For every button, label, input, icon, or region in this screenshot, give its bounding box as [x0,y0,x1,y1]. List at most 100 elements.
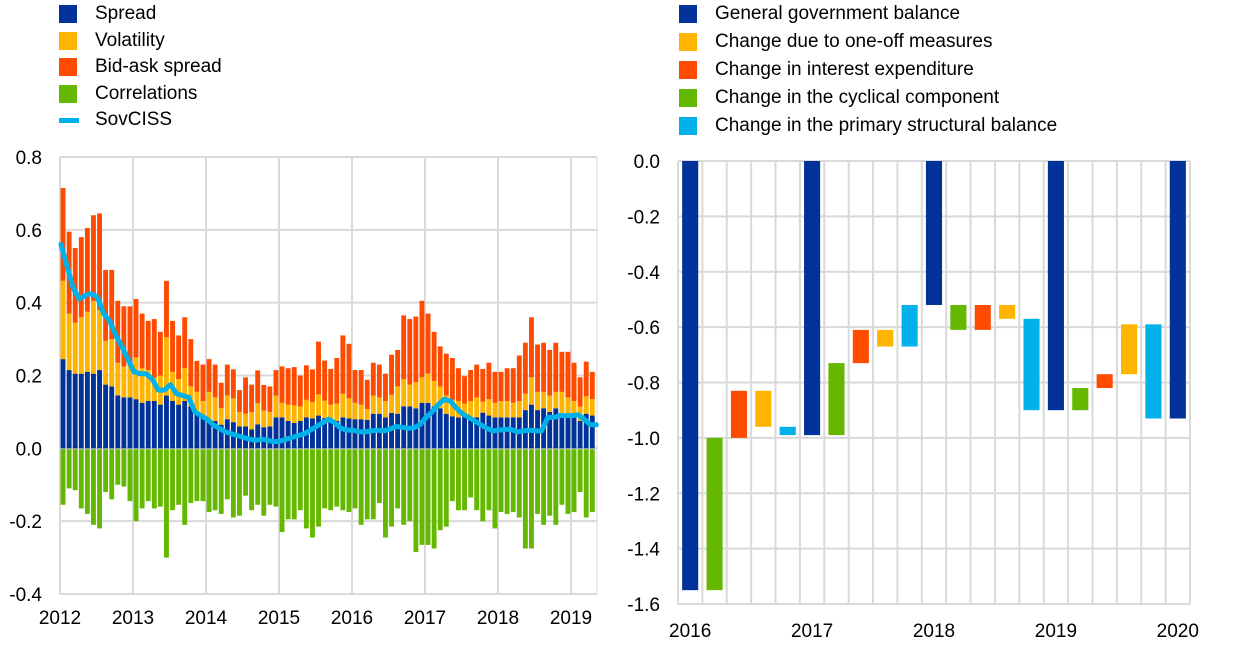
bar-bid-ask-spread [395,350,401,387]
bar-correlations [346,449,352,513]
bar-bid-ask-spread [303,365,309,400]
bar-correlations [431,449,437,549]
bar-spread [176,404,182,449]
bar-correlations [456,449,461,511]
bar-bid-ask-spread [352,370,358,403]
bar-bid-ask-spread [255,370,261,404]
bar-interest-expenditure [1096,374,1113,389]
bar-volatility [310,402,315,419]
bar-correlations [492,449,498,529]
bar-spread [206,419,212,449]
bar-correlations [243,449,248,496]
bar-volatility [492,402,498,418]
legend-item-primary-structural: Change in the primary structural balance [679,112,1057,140]
bar-spread [109,386,115,449]
bar-spread [425,402,431,449]
bar-volatility [255,403,261,425]
bar-correlations [151,449,157,509]
bar-spread [170,400,175,449]
bar-bid-ask-spread [115,300,121,363]
bar-volatility [389,394,394,414]
bar-one-off-measures [877,329,894,347]
bar-spread [565,415,571,449]
bar-volatility [553,391,559,409]
bar-volatility [510,402,516,418]
bar-correlations [401,449,407,525]
bar-volatility [115,362,121,396]
bar-volatility [334,403,340,422]
bar-bid-ask-spread [243,377,248,414]
bar-volatility [340,393,346,418]
bar-correlations [516,449,522,518]
bar-volatility [164,337,169,396]
bar-spread [449,416,455,449]
bar-bid-ask-spread [516,355,522,401]
bar-correlations [474,449,480,511]
bar-volatility [431,380,437,407]
bar-correlations [462,449,467,511]
bar-spread [571,417,577,449]
bar-one-off-measures [999,304,1016,319]
bar-correlations [127,449,133,502]
bar-interest-expenditure [852,329,869,364]
bar-volatility [151,377,157,401]
bar-bid-ask-spread [139,313,145,369]
bar-volatility [303,399,309,418]
bar-volatility [66,313,72,371]
bar-volatility [462,403,467,417]
bar-volatility [237,411,242,427]
bar-bid-ask-spread [389,354,394,395]
bar-spread [127,397,133,449]
bar-correlations [303,449,309,529]
bar-volatility [437,386,443,409]
bar-spread [395,413,401,449]
bar-volatility [541,391,547,409]
bar-volatility [535,391,540,411]
bar-volatility [230,398,236,423]
bar-volatility [218,408,224,425]
bar-volatility [212,397,218,422]
bar-spread [340,417,346,449]
bar-correlations [84,449,90,514]
bar-spread [188,406,194,449]
bar-spread [468,417,474,449]
bar-volatility [285,404,291,422]
bar-volatility [352,402,358,420]
bar-bid-ask-spread [237,390,242,412]
bar-bid-ask-spread [334,358,340,404]
bar-bid-ask-spread [383,373,388,401]
bar-bid-ask-spread [328,368,334,405]
sovciss-line [58,241,599,445]
bar-volatility [328,404,334,422]
bar-bid-ask-spread [413,316,419,383]
bar-bid-ask-spread [145,320,151,371]
legend-swatch-spread [59,5,77,24]
legend-label: Volatility [95,29,165,51]
bar-bid-ask-spread [127,306,133,365]
bar-bid-ask-spread [364,379,370,410]
bar-volatility [407,384,413,407]
bar-bid-ask-spread [498,371,504,401]
legend-swatch-cyclical [679,89,697,107]
bar-volatility [370,395,376,414]
bar-spread [547,411,553,449]
bar-volatility [547,395,553,412]
bar-bid-ask-spread [218,382,224,409]
bar-spread [97,370,102,449]
bar-correlations [553,449,559,525]
bar-correlations [583,449,589,518]
bar-correlations [352,449,358,509]
x-tick-label: 2017 [791,621,833,642]
bar-bid-ask-spread [583,361,589,397]
bar-bid-ask-spread [376,364,382,398]
legend-swatch-primary [679,117,697,135]
y-tick-label: 0.4 [16,294,43,315]
bar-bid-ask-spread [188,339,194,387]
bar-correlations [297,449,303,511]
bar-volatility [72,322,78,374]
bar-correlations [285,449,291,520]
bar-bid-ask-spread [535,344,540,392]
bar-volatility [103,340,109,385]
bar-spread [267,426,273,449]
sovciss-chart: -0.4 -0.2 0.0 0.2 0.4 0.6 0.8 2012 2013 2014 2015 2… [9,148,599,629]
